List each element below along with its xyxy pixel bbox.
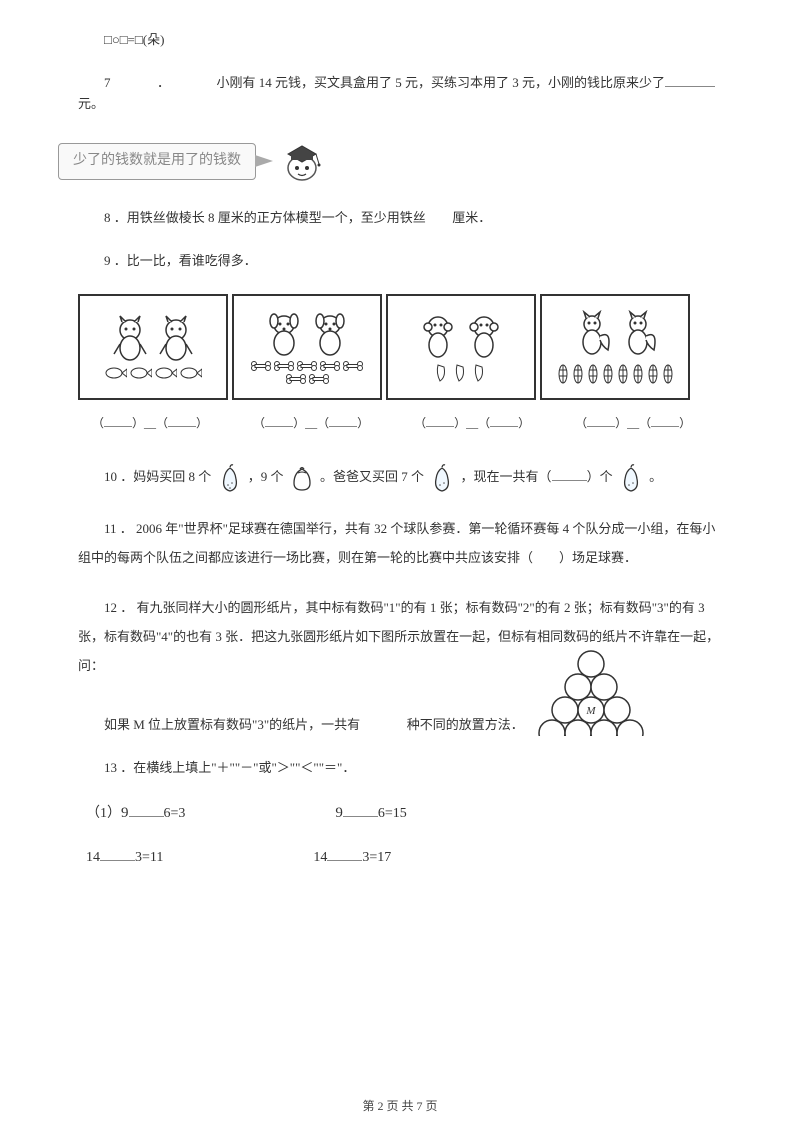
q10: 10 ．妈妈买回 8 个 ，9 个 。爸爸又买回 7 个 ，现在一共有（ ）个 。 [78,463,722,493]
q10-f: 。 [649,469,662,484]
q10-d: ，现在一共有（ [461,469,552,484]
q13-title: 13 ．在横线上填上"＋""－"或"＞""＜""＝"． [78,758,722,779]
squirrel-icon [572,310,612,358]
page-footer: 第 2 页 共 7 页 [0,1097,800,1116]
q13-r1b-num: 9 [335,805,343,821]
q13-r2a: 14 3=11 [86,847,163,869]
q13-r2b-num: 14 [313,850,327,865]
bone-icon [297,361,317,371]
hint-box: 少了的钱数就是用了的钱数 [58,136,722,186]
corn-icon [557,362,569,384]
q13-r1b: 9 6=15 [335,801,406,825]
q7-blank[interactable] [665,73,715,87]
corn-icon [647,362,659,384]
squirrel-icon [618,310,658,358]
q13-r1a-prefix: （1） [86,806,121,821]
banana-icon [472,363,488,383]
q11: 11 ． 2006 年"世界杯"足球赛在德国举行，共有 32 个球队参赛．第一轮… [78,515,722,572]
bone-icon [286,374,306,384]
pear-icon [429,463,455,493]
corn-icon [587,362,599,384]
q10-e: ）个 [587,469,613,484]
bone-icon [320,361,340,371]
bone-icon [309,374,329,384]
q10-b: ，9 个 [248,469,284,484]
fish-icon [130,366,152,380]
banana-icon [434,363,450,383]
q13-r1a-suffix: 6=3 [164,806,186,821]
graduate-icon [277,136,327,186]
q12-b-line: 如果 M 位上放置标有数码"3"的纸片，一共有 种不同的放置方法． M [78,710,722,736]
compare-blank-1[interactable]: （）__（） [92,414,208,433]
q13-r2a-num: 14 [86,850,100,865]
compare-cell-4 [540,294,690,400]
bun-icon [289,463,315,493]
q13-row1: （1）96=3 96=15 [86,801,722,825]
q13-r2b: 14 3=17 [313,847,391,869]
compare-cell-3 [386,294,536,400]
q8: 8 ．用铁丝做棱长 8 厘米的正方体模型一个，至少用铁丝 厘米． [78,208,722,229]
q13-r2a-blank[interactable] [100,847,135,861]
bone-icon [274,361,294,371]
q12-c: 种不同的放置方法． [407,717,524,732]
pear-icon [618,463,644,493]
cat-icon [156,314,196,362]
q13-r1a-blank[interactable] [129,803,164,817]
q7-dot: ． [157,75,170,90]
q13-r2b-suffix: 3=17 [362,850,391,865]
hint-arrow-icon [255,155,273,167]
compare-cell-1 [78,294,228,400]
q13-r1b-blank[interactable] [343,803,378,817]
equation-line: □○□=□(朵) [78,30,722,51]
monkey-icon [464,311,504,359]
pear-icon [217,463,243,493]
q13-r1b-suffix: 6=15 [378,806,407,821]
q13-r1a-num: 9 [121,805,129,821]
q10-blank[interactable] [552,467,587,481]
q13-r2b-blank[interactable] [327,847,362,861]
svg-text:M: M [585,705,596,717]
corn-icon [662,362,674,384]
banana-icon [453,363,469,383]
q8-b: 厘米． [452,210,491,225]
fish-icon [155,366,177,380]
q9: 9 ．比一比，看谁吃得多． [78,251,722,272]
q8-a: 8 ．用铁丝做棱长 8 厘米的正方体模型一个，至少用铁丝 [104,210,426,225]
q13-r1a: （1）9 6=3 [86,801,185,825]
compare-blank-2[interactable]: （）__（） [253,414,369,433]
bone-icon [251,361,271,371]
corn-icon [572,362,584,384]
corn-icon [602,362,614,384]
q12-b: 如果 M 位上放置标有数码"3"的纸片，一共有 [104,717,360,732]
q10-c: 。爸爸又买回 7 个 [320,469,424,484]
q7-num: 7 [104,75,111,90]
monkey-icon [418,311,458,359]
hint-bubble: 少了的钱数就是用了的钱数 [58,143,256,179]
cat-icon [110,314,150,362]
q7: 7 ． 小刚有 14 元钱，买文具盒用了 5 元，买练习本用了 3 元，小刚的钱… [78,73,722,115]
compare-blank-4[interactable]: （）__（） [575,414,691,433]
q7-text-a: 小刚有 14 元钱，买文具盒用了 5 元，买练习本用了 3 元，小刚的钱比原来少… [217,75,666,90]
bone-icon [343,361,363,371]
dog-icon [264,309,304,357]
fish-icon [105,366,127,380]
q13-row2: 14 3=11 14 3=17 [86,847,722,869]
fish-icon [180,366,202,380]
compare-cell-2 [232,294,382,400]
q7-text-b: 元。 [78,96,104,111]
compare-answer-row: （）__（） （）__（） （）__（） （）__（） [92,414,722,433]
corn-icon [632,362,644,384]
corn-icon [617,362,629,384]
compare-blank-3[interactable]: （）__（） [414,414,530,433]
dog-icon [310,309,350,357]
q13-r2a-suffix: 3=11 [135,850,163,865]
q10-a: 10 ．妈妈买回 8 个 [104,469,211,484]
circle-stack-icon: M [531,650,651,736]
compare-grid [78,294,722,400]
